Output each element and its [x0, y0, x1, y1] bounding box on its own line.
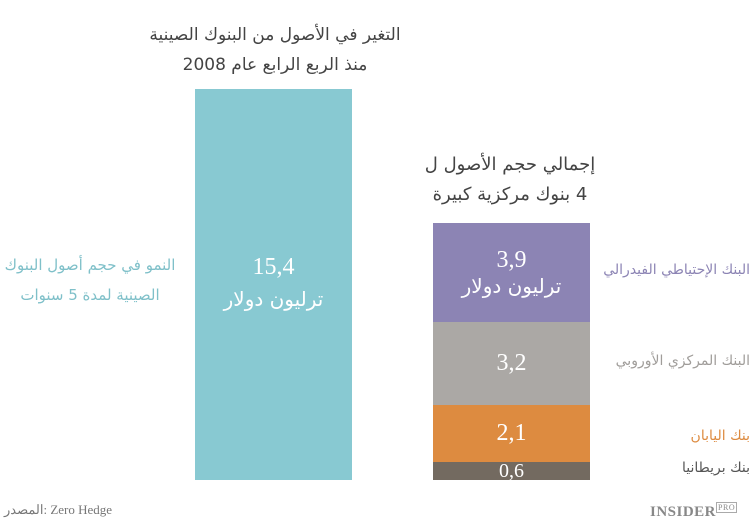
- boj-value: 2,1: [496, 420, 527, 446]
- left-chart-title: التغير في الأصول من البنوك الصينية منذ ا…: [130, 20, 420, 80]
- boe-value: 0,6: [499, 460, 524, 482]
- ecb-value: 3,2: [496, 350, 527, 376]
- right-title-line2: 4 بنوك مركزية كبيرة: [432, 184, 588, 205]
- segment-ecb: 3,2: [433, 322, 590, 405]
- right-chart-title: إجمالي حجم الأصول ل 4 بنوك مركزية كبيرة: [395, 150, 625, 210]
- left-title-line2: منذ الربع الرابع عام 2008: [182, 55, 368, 75]
- left-title-line1: التغير في الأصول من البنوك الصينية: [149, 25, 401, 45]
- brand-sup: PRO: [716, 502, 738, 513]
- label-ecb: البنك المركزي الأوروبي: [615, 353, 750, 369]
- source-note: المصدر: Zero Hedge: [4, 502, 113, 517]
- fed-unit: ترليون دولار: [461, 274, 562, 298]
- label-boj: بنك اليابان: [690, 428, 750, 444]
- segment-boe: 0,6: [433, 460, 590, 482]
- china-assets-bar: 15,4 ترليون دولار: [195, 89, 352, 480]
- insider-pro-logo: INSIDER PRO: [650, 502, 738, 521]
- china-value: 15,4: [252, 254, 295, 280]
- growth-line2: الصينية لمدة 5 سنوات: [20, 286, 160, 304]
- central-banks-stacked-bar: 3,9 ترليون دولار 3,2 2,1 0,6: [433, 223, 590, 482]
- segment-fed: 3,9 ترليون دولار: [433, 223, 590, 322]
- china-growth-label: النمو في حجم أصول البنوك الصينية لمدة 5 …: [0, 250, 180, 310]
- china-unit: ترليون دولار: [223, 287, 324, 311]
- label-fed: البنك الإحتياطي الفيدرالي: [603, 262, 750, 278]
- brand-text: INSIDER: [650, 504, 717, 520]
- fed-value: 3,9: [496, 247, 527, 273]
- segment-boj: 2,1: [433, 405, 590, 462]
- label-boe: بنك بريطانيا: [681, 460, 750, 476]
- right-title-line1: إجمالي حجم الأصول ل: [424, 154, 596, 175]
- growth-line1: النمو في حجم أصول البنوك: [4, 256, 176, 274]
